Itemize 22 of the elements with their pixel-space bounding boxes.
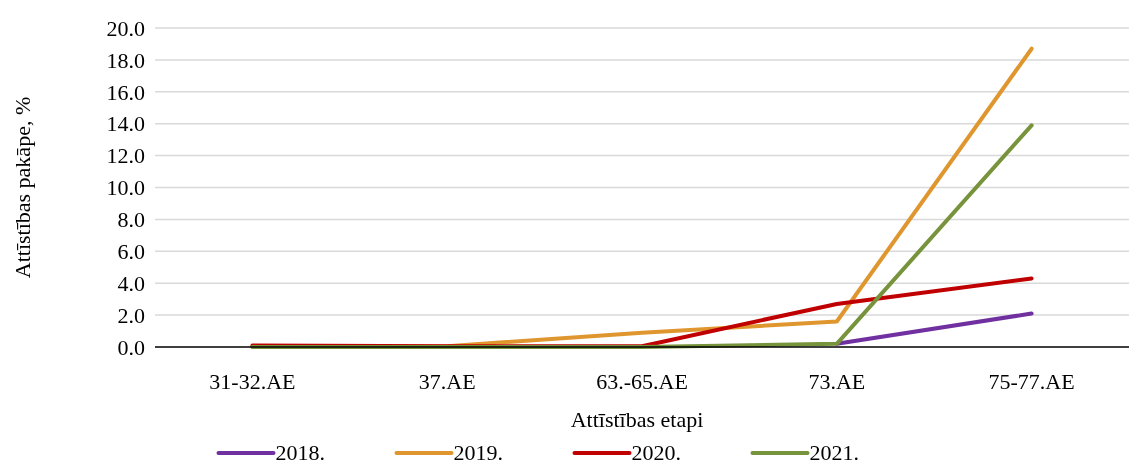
legend-label: 2020. xyxy=(631,440,681,465)
x-tick-label: 63.-65.AE xyxy=(596,369,688,394)
y-tick-label: 12.0 xyxy=(106,143,145,169)
legend-label: 2021. xyxy=(809,440,859,465)
y-tick-label: 0.0 xyxy=(117,334,145,360)
y-tick-label: 14.0 xyxy=(106,111,145,137)
y-tick-label: 2.0 xyxy=(117,302,145,328)
legend-label: 2019. xyxy=(453,440,503,465)
y-axis-title: Attīstības pakāpe, % xyxy=(10,96,35,279)
y-tick-label: 20.0 xyxy=(106,15,145,41)
legend-label: 2018. xyxy=(275,440,325,465)
y-tick-label: 6.0 xyxy=(117,239,145,264)
y-tick-label: 16.0 xyxy=(106,79,145,105)
x-axis-title: Attīstības etapi xyxy=(570,407,704,432)
x-tick-label: 37.AE xyxy=(418,369,476,394)
y-tick-label: 18.0 xyxy=(106,47,145,73)
x-tick-label: 31-32.AE xyxy=(209,369,296,394)
x-tick-label: 75-77.AE xyxy=(988,369,1075,394)
y-tick-label: 4.0 xyxy=(117,270,145,296)
y-tick-label: 10.0 xyxy=(106,175,145,201)
x-tick-label: 73.AE xyxy=(808,369,866,394)
y-tick-label: 8.0 xyxy=(117,207,145,233)
